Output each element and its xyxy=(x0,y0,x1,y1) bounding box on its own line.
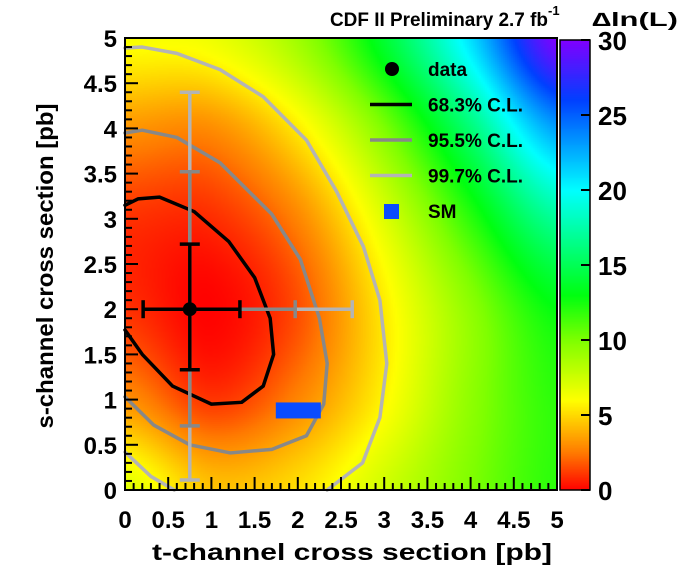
data-point-marker xyxy=(182,302,197,317)
axis-ticks: 0 0.5 1 1.5 2 2.5 3 3.5 4 4.5 5 0 0.5 1 1.5 2 2.5 3 3.5 4 4.… xyxy=(84,26,627,534)
y-tick-label: 4.5 xyxy=(84,71,117,98)
x-axis-label: t-channel cross section [pb] xyxy=(152,539,552,565)
contour-683-line xyxy=(123,195,276,406)
colorbar-tick-label: 25 xyxy=(598,101,627,131)
x-tick-label: 1.5 xyxy=(238,507,271,534)
legend-entry-997cl-label: 99.7% C.L. xyxy=(428,167,523,188)
y-tick-label: 0.5 xyxy=(84,433,117,460)
x-tick-label: 4.5 xyxy=(497,507,530,534)
x-tick-label: 3 xyxy=(378,507,391,534)
colorbar-tick-label: 5 xyxy=(598,401,612,431)
likelihood-heatmap xyxy=(125,38,557,490)
y-tick-label: 4 xyxy=(104,116,118,143)
contour-997-line xyxy=(123,450,176,492)
legend-entry-955cl-label: 95.5% C.L. xyxy=(428,131,523,152)
legend-entry-sm-label: SM xyxy=(428,202,457,223)
legend-entry-sm-box xyxy=(384,204,399,219)
chart-title-superscript: -1 xyxy=(548,3,560,18)
points xyxy=(182,302,321,419)
chart-title: CDF II Preliminary 2.7 fb xyxy=(330,10,548,31)
legend-entry-683cl-label: 68.3% C.L. xyxy=(428,96,523,117)
x-tick-label: 2.5 xyxy=(324,507,357,534)
colorbar-tick-label: 10 xyxy=(598,326,627,356)
y-tick-label: 3 xyxy=(104,207,117,234)
y-tick-label: 2 xyxy=(104,297,117,324)
x-tick-label: 0 xyxy=(118,507,131,534)
colorbar-tick-label: 30 xyxy=(598,26,627,56)
legend: data 68.3% C.L. 95.5% C.L. 99.7% C.L. SM xyxy=(370,60,523,223)
x-tick-label: 1 xyxy=(205,507,218,534)
x-tick-label: 2 xyxy=(291,507,304,534)
y-tick-label: 3.5 xyxy=(84,162,117,189)
y-tick-label: 5 xyxy=(104,26,117,53)
y-tick-label: 2.5 xyxy=(84,252,117,279)
x-tick-label: 4 xyxy=(464,507,478,534)
x-tick-label: 3.5 xyxy=(411,507,444,534)
y-tick-label: 1 xyxy=(104,388,117,415)
error-bars xyxy=(141,90,354,482)
colorbar-tick-label: 15 xyxy=(598,251,627,281)
colorbar-tick-label: 0 xyxy=(598,476,612,506)
y-tick-label: 0 xyxy=(104,478,117,505)
x-tick-label: 0.5 xyxy=(152,507,185,534)
legend-entry-data-marker xyxy=(385,62,399,76)
sm-point-marker xyxy=(275,402,321,419)
colorbar-tick-label: 20 xyxy=(598,176,627,206)
y-axis-label: s-channel cross section [pb] xyxy=(32,103,58,428)
contour-997-line xyxy=(123,45,389,492)
contour-lines xyxy=(123,45,389,492)
colorbar-label: ∆ln(L) xyxy=(592,10,678,31)
x-tick-label: 5 xyxy=(550,507,563,534)
legend-entry-data-label: data xyxy=(428,60,468,81)
y-tick-label: 1.5 xyxy=(84,342,117,369)
